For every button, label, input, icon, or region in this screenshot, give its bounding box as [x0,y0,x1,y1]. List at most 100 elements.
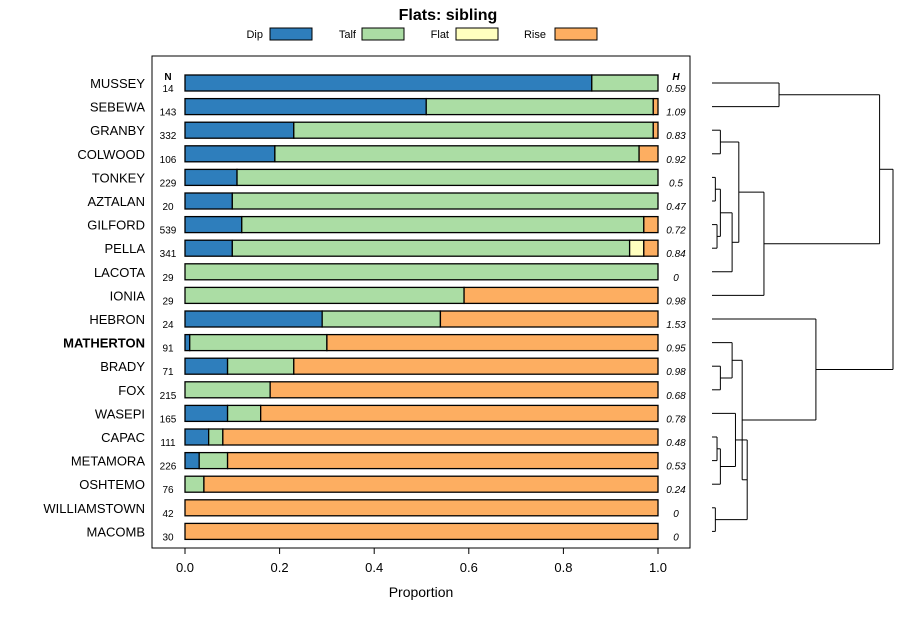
h-value-granby: 0.83 [666,131,686,142]
n-value-aztalan: 20 [162,202,174,213]
bar-segment-gilford-talf [241,215,645,234]
h-value-brady: 0.98 [666,367,686,378]
bar-segment-fox-rise [269,381,659,399]
row-label-colwood: COLWOOD [77,147,145,162]
n-value-sebewa: 143 [160,108,177,119]
row-label-ionia: IONIA [110,288,146,303]
bar-segment-capac-dip [184,428,210,446]
bar-segment-hebron-rise [439,310,659,328]
row-label-granby: GRANBY [90,123,145,138]
row-label-gilford: GILFORD [87,218,145,233]
row-label-mussey: MUSSEY [90,76,145,91]
row-label-capac: CAPAC [101,430,145,445]
legend-label-talf: Talf [339,29,357,41]
n-value-matherton: 91 [162,344,174,355]
n-value-tonkey: 229 [160,178,177,189]
n-value-colwood: 106 [160,155,177,166]
n-value-hebron: 24 [162,320,174,331]
bar-segment-colwood-dip [184,145,276,163]
bar-segment-brady-dip [184,357,229,375]
bar-segment-sebewa-talf [425,97,654,116]
bar-rows: MUSSEY 14 0.59 SEBEWA 143 1.09 GRANBY 332 0.83 CO… [43,74,686,543]
n-value-mussey: 14 [162,84,174,95]
n-value-brady: 71 [162,367,174,378]
legend: Dip Talf Flat Rise [246,27,598,41]
h-value-lacota: 0 [673,273,679,284]
h-value-macomb: 0 [673,532,679,543]
x-tick-label-5: 1.0 [649,560,667,575]
bar-segment-capac-rise [222,428,659,446]
row-label-sebewa: SEBEWA [90,100,145,115]
n-value-capac: 111 [160,438,176,449]
x-axis-label: Proportion [389,584,454,600]
bar-segment-fox-talf [184,381,271,399]
n-value-macomb: 30 [162,532,174,543]
h-value-gilford: 0.72 [666,226,686,237]
bar-segment-gilford-rise [643,215,659,234]
row-label-hebron: HEBRON [89,312,145,327]
h-value-ionia: 0.98 [666,296,686,307]
legend-label-rise: Rise [524,29,546,41]
x-tick-label-3: 0.6 [460,560,478,575]
chart-title: Flats: sibling [399,7,498,24]
row-label-wasepi: WASEPI [95,406,145,421]
n-value-lacota: 29 [162,273,174,284]
row-label-williamstown: WILLIAMSTOWN [43,501,145,516]
bar-segment-brady-rise [293,357,659,375]
legend-label-flat: Flat [431,29,449,41]
legend-swatch-dip [269,27,313,41]
row-label-pella: PELLA [105,241,146,256]
bar-segment-mussey-talf [591,74,659,92]
bar-segment-pella-rise [643,239,659,257]
bar-segment-ionia-rise [463,286,659,305]
bar-segment-capac-talf [207,428,224,446]
x-tick-label-2: 0.4 [365,560,383,575]
bar-segment-sebewa-rise [652,97,659,116]
bar-segment-tonkey-talf [236,168,659,187]
row-label-lacota: LACOTA [94,265,145,280]
h-value-capac: 0.48 [666,438,686,449]
h-value-sebewa: 1.09 [666,108,686,119]
n-value-pella: 341 [160,249,177,260]
x-tick-label-1: 0.2 [271,560,289,575]
bar-segment-metamora-rise [226,451,659,470]
bar-segment-aztalan-dip [184,192,233,210]
bar-segment-wasepi-dip [184,404,229,423]
h-value-hebron: 1.53 [666,320,686,331]
bar-segment-hebron-talf [321,310,442,328]
bar-segment-pella-flat [628,239,645,257]
bar-segment-matherton-dip [184,333,191,352]
bar-segment-williamstown-rise [184,499,659,517]
bar-segment-matherton-talf [189,333,328,352]
row-label-oshtemo: OSHTEMO [79,477,145,492]
bar-segment-mussey-dip [184,74,593,92]
bar-segment-colwood-talf [274,145,640,163]
bar-segment-wasepi-talf [226,404,262,423]
h-value-fox: 0.68 [666,391,686,402]
h-value-matherton: 0.95 [666,344,686,355]
bar-segment-granby-rise [652,121,659,139]
bar-segment-pella-talf [231,239,631,257]
x-tick-label-4: 0.8 [554,560,572,575]
row-label-matherton: MATHERTON [63,336,145,351]
h-value-tonkey: 0.5 [669,178,683,189]
h-value-williamstown: 0 [673,509,679,520]
n-value-ionia: 29 [162,296,174,307]
bar-segment-granby-dip [184,121,295,139]
bar-segment-metamora-talf [198,451,229,470]
bar-segment-colwood-rise [638,145,659,163]
h-value-mussey: 0.59 [666,84,686,95]
bar-segment-gilford-dip [184,215,243,234]
h-column-header: H [672,72,680,83]
bar-segment-metamora-dip [184,451,200,470]
legend-label-dip: Dip [246,29,263,41]
plot-frame [151,55,691,549]
dendrogram [712,82,894,532]
x-tick-label-0: 0.0 [176,560,194,575]
n-value-gilford: 539 [160,226,177,237]
row-label-macomb: MACOMB [87,524,146,539]
bar-segment-aztalan-talf [231,192,659,210]
row-label-metamora: METAMORA [71,454,145,469]
bar-segment-lacota-talf [184,263,659,281]
